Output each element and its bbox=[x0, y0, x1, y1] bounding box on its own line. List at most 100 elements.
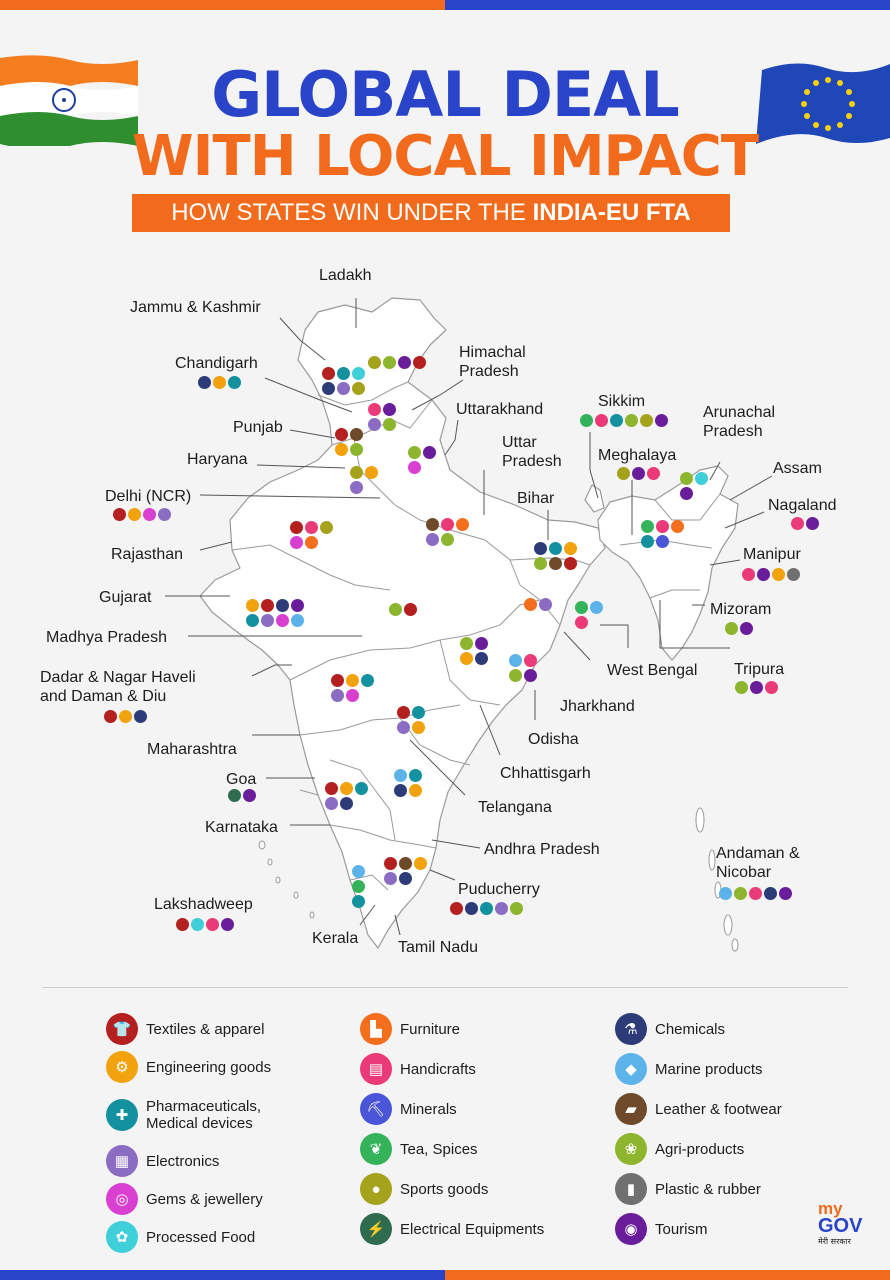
state-dots-arunachal-pradesh bbox=[680, 472, 710, 500]
sector-dot-chemicals bbox=[276, 599, 289, 612]
state-label-haryana: Haryana bbox=[187, 451, 248, 468]
sector-dot-chemicals bbox=[198, 376, 211, 389]
legend-item-tourism: ◉ Tourism bbox=[615, 1213, 708, 1245]
state-label-meghalaya: Meghalaya bbox=[598, 447, 677, 464]
sector-dot-electronics bbox=[325, 797, 338, 810]
sector-dot-furniture bbox=[671, 520, 684, 533]
sector-dot-tourism bbox=[655, 414, 668, 427]
subtitle-bold-text: INDIA-EU FTA bbox=[532, 199, 691, 226]
svg-text:GOV: GOV bbox=[818, 1215, 863, 1237]
sector-dot-tourism bbox=[779, 887, 792, 900]
state-dots-andaman-nicobar bbox=[719, 887, 794, 900]
sector-dot-engineering bbox=[119, 710, 132, 723]
sector-dot-textiles bbox=[384, 857, 397, 870]
sector-dot-electrical bbox=[228, 789, 241, 802]
sector-dot-electronics bbox=[350, 481, 363, 494]
state-label-lakshadweep: Lakshadweep bbox=[154, 896, 253, 913]
sector-dot-tourism bbox=[740, 622, 753, 635]
sector-dot-chemicals bbox=[764, 887, 777, 900]
sector-dot-textiles bbox=[404, 603, 417, 616]
state-label-maharashtra: Maharashtra bbox=[147, 741, 237, 758]
legend-item-engineering: ⚙ Engineering goods bbox=[106, 1051, 271, 1083]
legend-item-chemicals: ⚗ Chemicals bbox=[615, 1013, 725, 1045]
sector-dot-tea bbox=[580, 414, 593, 427]
sector-dot-electronics bbox=[539, 598, 552, 611]
sector-dot-agri bbox=[625, 414, 638, 427]
state-dots-chandigarh bbox=[198, 376, 243, 389]
legend-item-tea: ❦ Tea, Spices bbox=[360, 1133, 478, 1165]
sector-dot-marine bbox=[291, 614, 304, 627]
legend-item-electronics: ▦ Electronics bbox=[106, 1145, 219, 1177]
sector-dot-pharma bbox=[480, 902, 493, 915]
sector-dot-marine bbox=[352, 865, 365, 878]
sector-dot-textiles bbox=[176, 918, 189, 931]
bottom-color-bar bbox=[0, 1270, 890, 1280]
mygov-logo: my GOV मेरी सरकार bbox=[816, 1198, 878, 1248]
sector-dot-engineering bbox=[412, 721, 425, 734]
globe-icon: ◉ bbox=[615, 1213, 647, 1245]
sector-dot-tourism bbox=[475, 637, 488, 650]
subtitle-banner: HOW STATES WIN UNDER THE INDIA-EU FTA bbox=[132, 194, 730, 232]
sector-dot-handicrafts bbox=[575, 616, 588, 629]
fish-icon: ◆ bbox=[615, 1053, 647, 1085]
sector-dot-tourism bbox=[398, 356, 411, 369]
sector-dot-chemicals bbox=[394, 784, 407, 797]
state-label-uttar-pradesh: Uttar Pradesh bbox=[502, 434, 562, 470]
sector-dot-electronics bbox=[337, 382, 350, 395]
legend-label-textiles: Textiles & apparel bbox=[146, 1020, 265, 1038]
sector-dot-tea bbox=[641, 520, 654, 533]
sector-dot-agri bbox=[460, 637, 473, 650]
sector-dot-pharma bbox=[228, 376, 241, 389]
sector-dot-tourism bbox=[806, 517, 819, 530]
sector-dot-marine bbox=[719, 887, 732, 900]
sector-dot-chemicals bbox=[475, 652, 488, 665]
sector-dot-food bbox=[352, 367, 365, 380]
legend-item-sports: ● Sports goods bbox=[360, 1173, 488, 1205]
sector-dot-sports bbox=[617, 467, 630, 480]
legend-label-minerals: Minerals bbox=[400, 1100, 457, 1118]
state-dots-odisha bbox=[509, 654, 539, 682]
sector-dot-furniture bbox=[456, 518, 469, 531]
state-dots-kerala bbox=[352, 865, 367, 908]
sector-dot-handicrafts bbox=[368, 403, 381, 416]
food-icon: ✿ bbox=[106, 1221, 138, 1253]
sector-dot-sports bbox=[368, 356, 381, 369]
legend-item-minerals: ⛏ Minerals bbox=[360, 1093, 457, 1125]
legend-label-electrical: Electrical Equipments bbox=[400, 1220, 545, 1238]
top-color-bar bbox=[0, 0, 890, 10]
sector-dot-gems bbox=[408, 461, 421, 474]
sector-dot-leather bbox=[426, 518, 439, 531]
sector-dot-handicrafts bbox=[791, 517, 804, 530]
sector-dot-leather bbox=[549, 557, 562, 570]
state-label-jammu-kashmir: Jammu & Kashmir bbox=[130, 299, 261, 316]
state-label-odisha: Odisha bbox=[528, 731, 579, 748]
state-dots-haryana bbox=[350, 466, 380, 494]
state-label-madhya-pradesh: Madhya Pradesh bbox=[46, 629, 167, 646]
sector-dot-electronics bbox=[495, 902, 508, 915]
sector-dot-handicrafts bbox=[647, 467, 660, 480]
legend-item-marine: ◆ Marine products bbox=[615, 1053, 763, 1085]
sector-dot-textiles bbox=[397, 706, 410, 719]
legend-item-electrical: ⚡ Electrical Equipments bbox=[360, 1213, 544, 1245]
state-dots-manipur bbox=[742, 568, 802, 581]
state-dots-chhattisgarh bbox=[460, 637, 490, 665]
sector-dot-electronics bbox=[158, 508, 171, 521]
sector-dot-electronics bbox=[261, 614, 274, 627]
sector-dot-sports bbox=[640, 414, 653, 427]
legend-label-furniture: Furniture bbox=[400, 1020, 461, 1038]
sector-dot-textiles bbox=[113, 508, 126, 521]
sector-dot-textiles bbox=[413, 356, 426, 369]
state-label-bihar: Bihar bbox=[517, 490, 555, 507]
sector-dot-textiles bbox=[325, 782, 338, 795]
ring-icon: ◎ bbox=[106, 1183, 138, 1215]
sector-dot-engineering bbox=[246, 599, 259, 612]
flask-icon: ⚗ bbox=[615, 1013, 647, 1045]
state-dots-lakshadweep bbox=[176, 918, 236, 931]
state-label-mizoram: Mizoram bbox=[710, 601, 772, 618]
sector-dot-electronics bbox=[384, 872, 397, 885]
sector-dot-tea bbox=[575, 601, 588, 614]
state-dots-mizoram bbox=[725, 622, 755, 635]
legend-label-tourism: Tourism bbox=[655, 1220, 708, 1238]
sector-dot-tea bbox=[352, 880, 365, 893]
sector-dot-agri bbox=[510, 902, 523, 915]
